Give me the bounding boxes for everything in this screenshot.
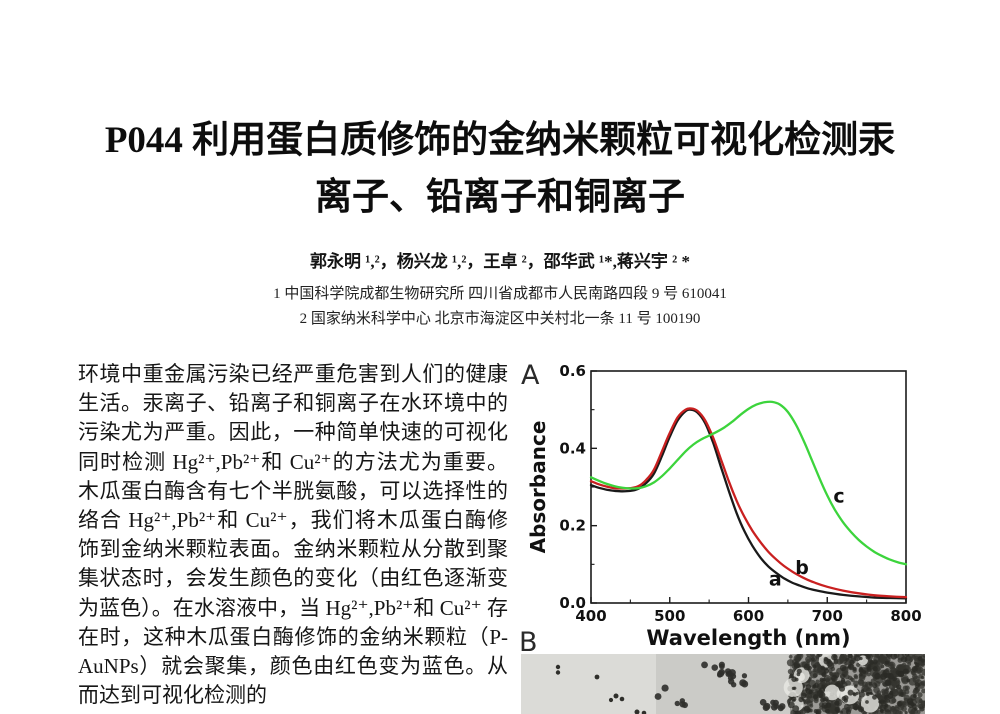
svg-text:0.4: 0.4 [559,439,586,457]
svg-text:Absorbance: Absorbance [526,421,550,554]
figure-panel-b-label: B [519,627,538,658]
svg-text:0.0: 0.0 [559,594,586,612]
figure-panel-a-label: A [521,360,540,391]
spectrum-plot: 400 500 600 700 800 0.0 0.2 0.4 0.6 ab c Wavelength… [526,362,922,650]
paper-title: P044 利用蛋白质修饰的金纳米颗粒可视化检测汞 离子、铅离子和铜离子 [50,112,950,226]
paper-title-line-1: P044 利用蛋白质修饰的金纳米颗粒可视化检测汞 [104,120,896,161]
tem-image-strip [521,654,925,714]
paper-title-line-2: 离子、铅离子和铜离子 [315,177,685,218]
svg-text:b: b [795,557,809,579]
svg-text:0.2: 0.2 [559,517,586,535]
svg-text:a: a [769,569,782,591]
authors-line: 郭永明 ¹,²，杨兴龙 ¹,²，王卓 ²，邵华武 ¹*,蒋兴宇 ² * [310,252,690,271]
svg-text:c: c [833,485,844,507]
tem-images [521,654,925,714]
absorbance-spectrum-chart: 400 500 600 700 800 0.0 0.2 0.4 0.6 a b c Wavelength… [515,360,935,652]
svg-text:400: 400 [575,607,606,625]
affiliation-2: 2 国家纳米科学中心 北京市海淀区中关村北一条 11 号 100190 [299,311,701,327]
svg-text:Wavelength (nm): Wavelength (nm) [646,626,850,650]
svg-text:0.6: 0.6 [559,362,586,380]
svg-text:600: 600 [733,607,764,625]
svg-text:700: 700 [812,607,843,625]
affiliation-1: 1 中国科学院成都生物研究所 四川省成都市人民南路四段 9 号 610041 [273,286,727,302]
abstract-paragraph: 环境中重金属污染已经严重危害到人们的健康生活。汞离子、铅离子和铜离子在水环境中的… [78,362,508,708]
svg-text:500: 500 [654,607,685,625]
svg-text:800: 800 [890,607,921,625]
